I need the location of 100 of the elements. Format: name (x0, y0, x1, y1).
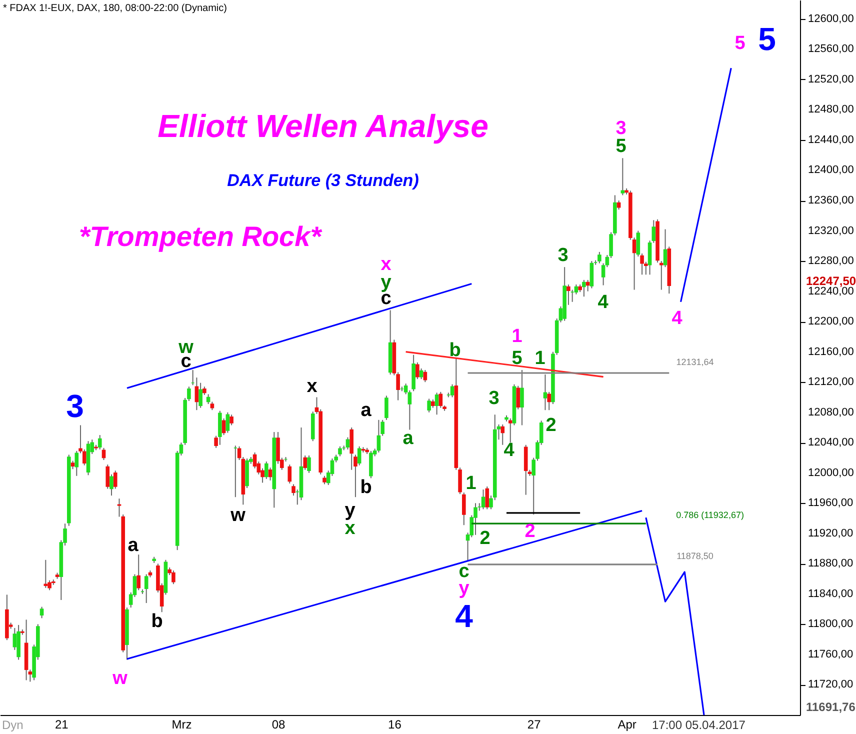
y-tick-label: 12080,00 (808, 406, 854, 418)
annotation: 5 (512, 348, 523, 369)
annotation: y (344, 500, 356, 521)
annotation: 2 (524, 521, 536, 542)
candlestick (659, 260, 664, 290)
annotation: a (402, 428, 414, 449)
candlestick (307, 454, 311, 474)
x-tick-label: 27 (527, 718, 542, 732)
y-tick-label: 12040,00 (808, 436, 854, 449)
annotation: 1 (534, 348, 546, 369)
annotation: 12131,64 (676, 357, 714, 367)
annotation: 4 (504, 440, 515, 461)
candlestick (516, 385, 520, 410)
annotation: 1 (466, 473, 477, 494)
y-tick-label: 11880,00 (808, 558, 854, 570)
candlestick (74, 450, 79, 476)
candlestick (384, 395, 388, 420)
candlestick (230, 414, 234, 426)
x-tick-label: 16 (388, 718, 402, 732)
x-tick-label: 08 (272, 718, 286, 732)
candlestick (543, 374, 548, 411)
candlestick (346, 436, 350, 450)
annotation: 5 (616, 136, 627, 157)
candlestick (423, 369, 428, 383)
annotation: w (230, 505, 246, 526)
text: DAX Future (3 Stunden) (227, 171, 420, 190)
candlestick (264, 461, 268, 480)
text: Dyn (2, 718, 24, 732)
annotation: x (380, 254, 392, 275)
candlestick (566, 284, 570, 306)
candlestick (508, 418, 512, 444)
annotation: a (128, 535, 139, 556)
y-tick-label: 12000,00 (808, 466, 854, 479)
annotation: b (360, 477, 372, 498)
annotation: b (449, 340, 461, 361)
y-tick-label: 11920,00 (808, 527, 854, 540)
annotation: 3 (66, 388, 84, 424)
annotation: 4 (455, 598, 474, 634)
annotation: 5 (734, 33, 746, 54)
annotation: 5 (758, 21, 776, 57)
annotation: 1 (512, 326, 523, 347)
annotation: 4 (672, 308, 683, 329)
annotation: 11878,50 (676, 551, 714, 561)
y-tick-label: 12240,00 (808, 285, 854, 298)
candlestick (450, 384, 454, 398)
candlestick (434, 392, 439, 416)
annotation: *Trompeten Rock* (78, 221, 322, 252)
x-tick-label: 21 (54, 718, 69, 732)
annotation: 3 (616, 118, 626, 139)
y-tick-label: 12120,00 (808, 376, 854, 388)
y-tick-label: 11800,00 (808, 618, 854, 630)
candlestick (40, 606, 44, 619)
annotation: 0.786 (11932,67) (676, 510, 744, 520)
annotation: 3 (558, 245, 568, 266)
annotation: * FDAX 1!-EUX, DAX, 180, 08:00-22:00 (Dynamic) (3, 3, 227, 14)
candlestick (427, 398, 431, 413)
candlestick (500, 424, 505, 446)
annotation: a (360, 400, 372, 421)
candlestick (520, 369, 524, 426)
candlestick (98, 434, 102, 450)
candlestick (524, 444, 528, 496)
y-tick-label: 12600,00 (808, 12, 854, 25)
candlestick (590, 260, 594, 289)
candlestick (598, 251, 602, 264)
annotation: 2 (546, 415, 556, 436)
y-tick-label: 12440,00 (808, 134, 854, 146)
annotation: w (178, 337, 194, 358)
annotation: x (306, 376, 318, 397)
candlestick (288, 464, 292, 484)
candlestick (620, 158, 625, 196)
y-tick-label: 12560,00 (808, 43, 854, 56)
text: 12247,50 (806, 274, 856, 288)
candlestick (102, 447, 106, 461)
text: 17:00 05.04.2017 (652, 718, 746, 732)
annotation: 3 (488, 388, 500, 409)
candlestick (338, 446, 342, 457)
y-tick-label: 12200,00 (808, 316, 854, 328)
y-tick-label: 12160,00 (808, 346, 854, 358)
candlestick (474, 502, 478, 536)
annotation: 4 (598, 292, 609, 313)
candlestick (144, 574, 148, 604)
candlestick (226, 412, 230, 434)
candlestick (481, 489, 486, 510)
y-tick-label: 12320,00 (808, 224, 854, 237)
candlestick (350, 426, 354, 470)
y-tick-label: 12280,00 (808, 255, 854, 268)
candlestick (268, 467, 272, 481)
annotation: b (151, 611, 163, 632)
candlestick (369, 450, 373, 479)
text: 11691,76 (806, 700, 856, 714)
candlestick (462, 492, 466, 526)
candlestick (194, 377, 199, 411)
candlestick (172, 570, 176, 585)
y-tick-label: 11760,00 (808, 648, 854, 660)
annotation: w (112, 668, 128, 689)
y-tick-label: 11960,00 (808, 497, 854, 510)
y-tick-label: 11840,00 (808, 588, 854, 600)
candlestick (376, 419, 381, 453)
y-tick-label: 12360,00 (808, 194, 854, 207)
candlestick (416, 362, 420, 380)
